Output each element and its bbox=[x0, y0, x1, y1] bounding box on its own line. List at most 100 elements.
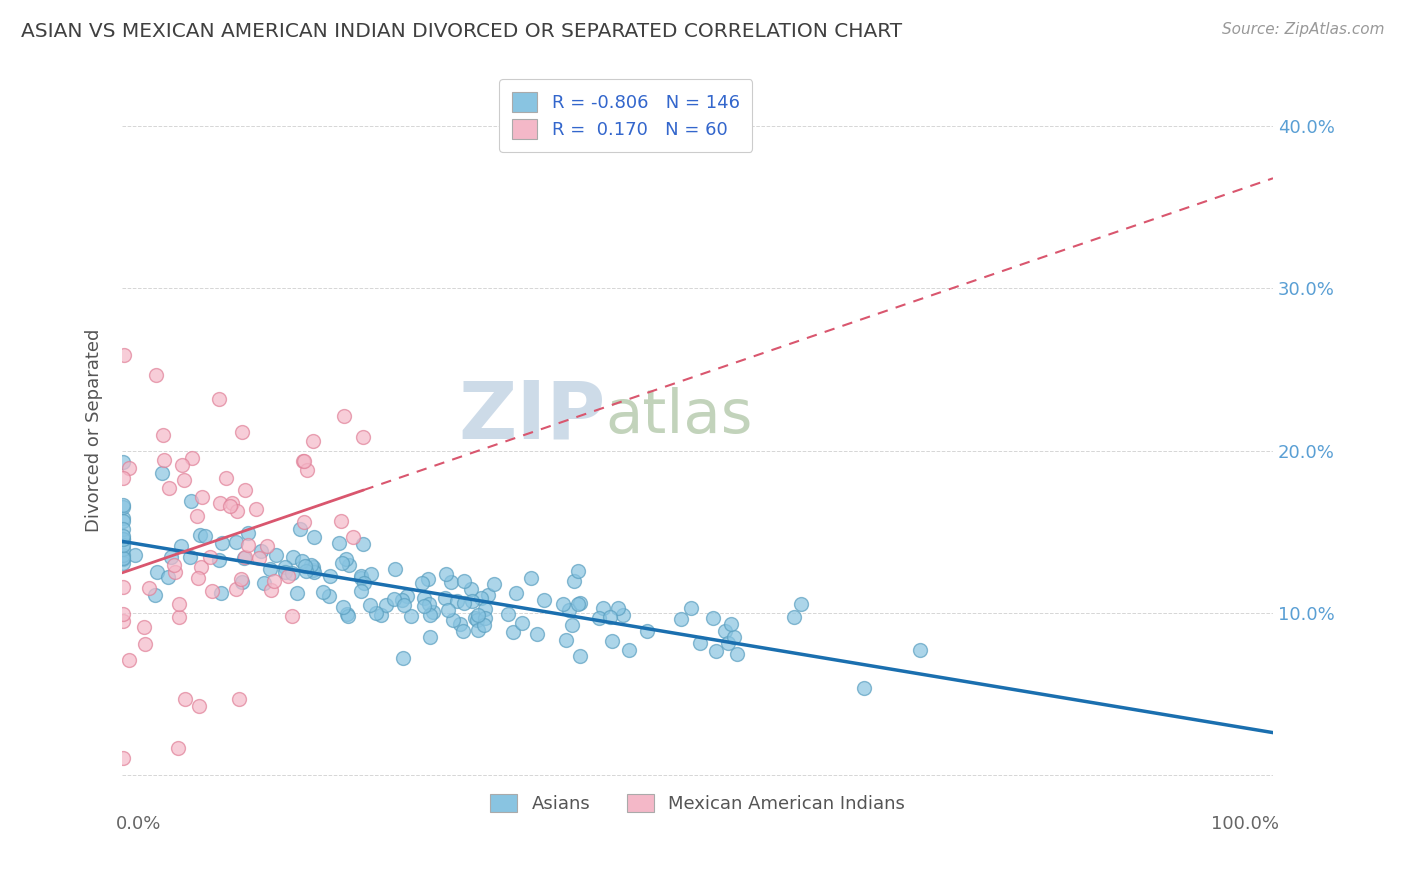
Point bbox=[714, 624, 737, 639]
Point bbox=[702, 611, 724, 625]
Point bbox=[359, 598, 381, 612]
Point bbox=[612, 607, 634, 622]
Point bbox=[280, 608, 302, 623]
Point bbox=[112, 614, 135, 628]
Point bbox=[166, 740, 188, 755]
Point bbox=[467, 607, 489, 622]
Point bbox=[720, 617, 742, 632]
Point bbox=[599, 609, 621, 624]
Point bbox=[208, 553, 231, 567]
Point bbox=[112, 500, 135, 514]
Point bbox=[299, 558, 322, 573]
Point bbox=[592, 600, 614, 615]
Point bbox=[112, 556, 135, 570]
Point bbox=[167, 610, 190, 624]
Point bbox=[353, 430, 375, 444]
Point bbox=[170, 458, 193, 472]
Point bbox=[274, 559, 297, 574]
Point bbox=[285, 586, 308, 600]
Point bbox=[350, 569, 373, 583]
Point bbox=[190, 560, 212, 574]
Point bbox=[260, 582, 283, 597]
Point bbox=[112, 533, 135, 547]
Point bbox=[336, 607, 359, 621]
Point bbox=[554, 633, 576, 648]
Point bbox=[218, 499, 240, 513]
Text: 100.0%: 100.0% bbox=[1211, 815, 1279, 833]
Point bbox=[112, 348, 135, 362]
Point bbox=[292, 454, 315, 468]
Point bbox=[465, 613, 488, 627]
Point bbox=[221, 495, 243, 509]
Point bbox=[292, 454, 315, 468]
Point bbox=[366, 606, 388, 620]
Point bbox=[294, 558, 316, 573]
Point bbox=[464, 611, 486, 625]
Point bbox=[496, 607, 519, 621]
Point bbox=[533, 592, 555, 607]
Point bbox=[247, 551, 270, 566]
Point bbox=[360, 567, 382, 582]
Point bbox=[302, 559, 325, 574]
Point bbox=[342, 530, 364, 544]
Point bbox=[679, 601, 702, 615]
Point bbox=[198, 550, 221, 565]
Point bbox=[231, 425, 253, 439]
Point bbox=[112, 522, 135, 536]
Point bbox=[209, 586, 232, 600]
Point bbox=[112, 607, 135, 621]
Point bbox=[434, 567, 457, 582]
Point bbox=[336, 608, 359, 623]
Point bbox=[333, 409, 356, 424]
Point bbox=[412, 591, 434, 606]
Point bbox=[453, 574, 475, 588]
Point bbox=[277, 569, 299, 583]
Point bbox=[160, 550, 183, 565]
Point bbox=[453, 596, 475, 610]
Point bbox=[302, 434, 325, 449]
Point bbox=[461, 594, 484, 608]
Point bbox=[337, 558, 360, 572]
Point bbox=[233, 483, 256, 497]
Legend: Asians, Mexican American Indians: Asians, Mexican American Indians bbox=[482, 787, 912, 821]
Point bbox=[249, 543, 271, 558]
Point bbox=[112, 529, 135, 543]
Point bbox=[163, 565, 186, 579]
Point bbox=[477, 588, 499, 602]
Point bbox=[335, 552, 357, 566]
Point bbox=[382, 591, 405, 606]
Point bbox=[561, 618, 583, 632]
Point bbox=[156, 570, 179, 584]
Point bbox=[353, 575, 375, 590]
Point bbox=[510, 615, 533, 630]
Point bbox=[330, 556, 353, 570]
Point bbox=[283, 550, 305, 565]
Point bbox=[228, 691, 250, 706]
Point bbox=[413, 599, 436, 613]
Point bbox=[180, 451, 202, 466]
Point bbox=[441, 613, 464, 627]
Point bbox=[419, 607, 441, 622]
Point bbox=[232, 550, 254, 565]
Point bbox=[188, 698, 211, 713]
Point bbox=[253, 576, 276, 591]
Point bbox=[112, 471, 135, 485]
Point bbox=[134, 637, 156, 651]
Point bbox=[606, 601, 628, 615]
Point bbox=[194, 529, 217, 543]
Y-axis label: Divorced or Separated: Divorced or Separated bbox=[86, 329, 103, 533]
Point bbox=[191, 491, 214, 505]
Point bbox=[112, 751, 135, 765]
Point bbox=[201, 584, 224, 599]
Point bbox=[302, 530, 325, 544]
Point bbox=[439, 574, 461, 589]
Point bbox=[567, 597, 589, 611]
Point bbox=[482, 577, 505, 591]
Point bbox=[138, 581, 160, 595]
Point bbox=[419, 630, 441, 644]
Point bbox=[112, 538, 135, 552]
Point bbox=[150, 466, 173, 480]
Point bbox=[173, 473, 195, 487]
Point bbox=[704, 644, 727, 658]
Point bbox=[394, 598, 416, 612]
